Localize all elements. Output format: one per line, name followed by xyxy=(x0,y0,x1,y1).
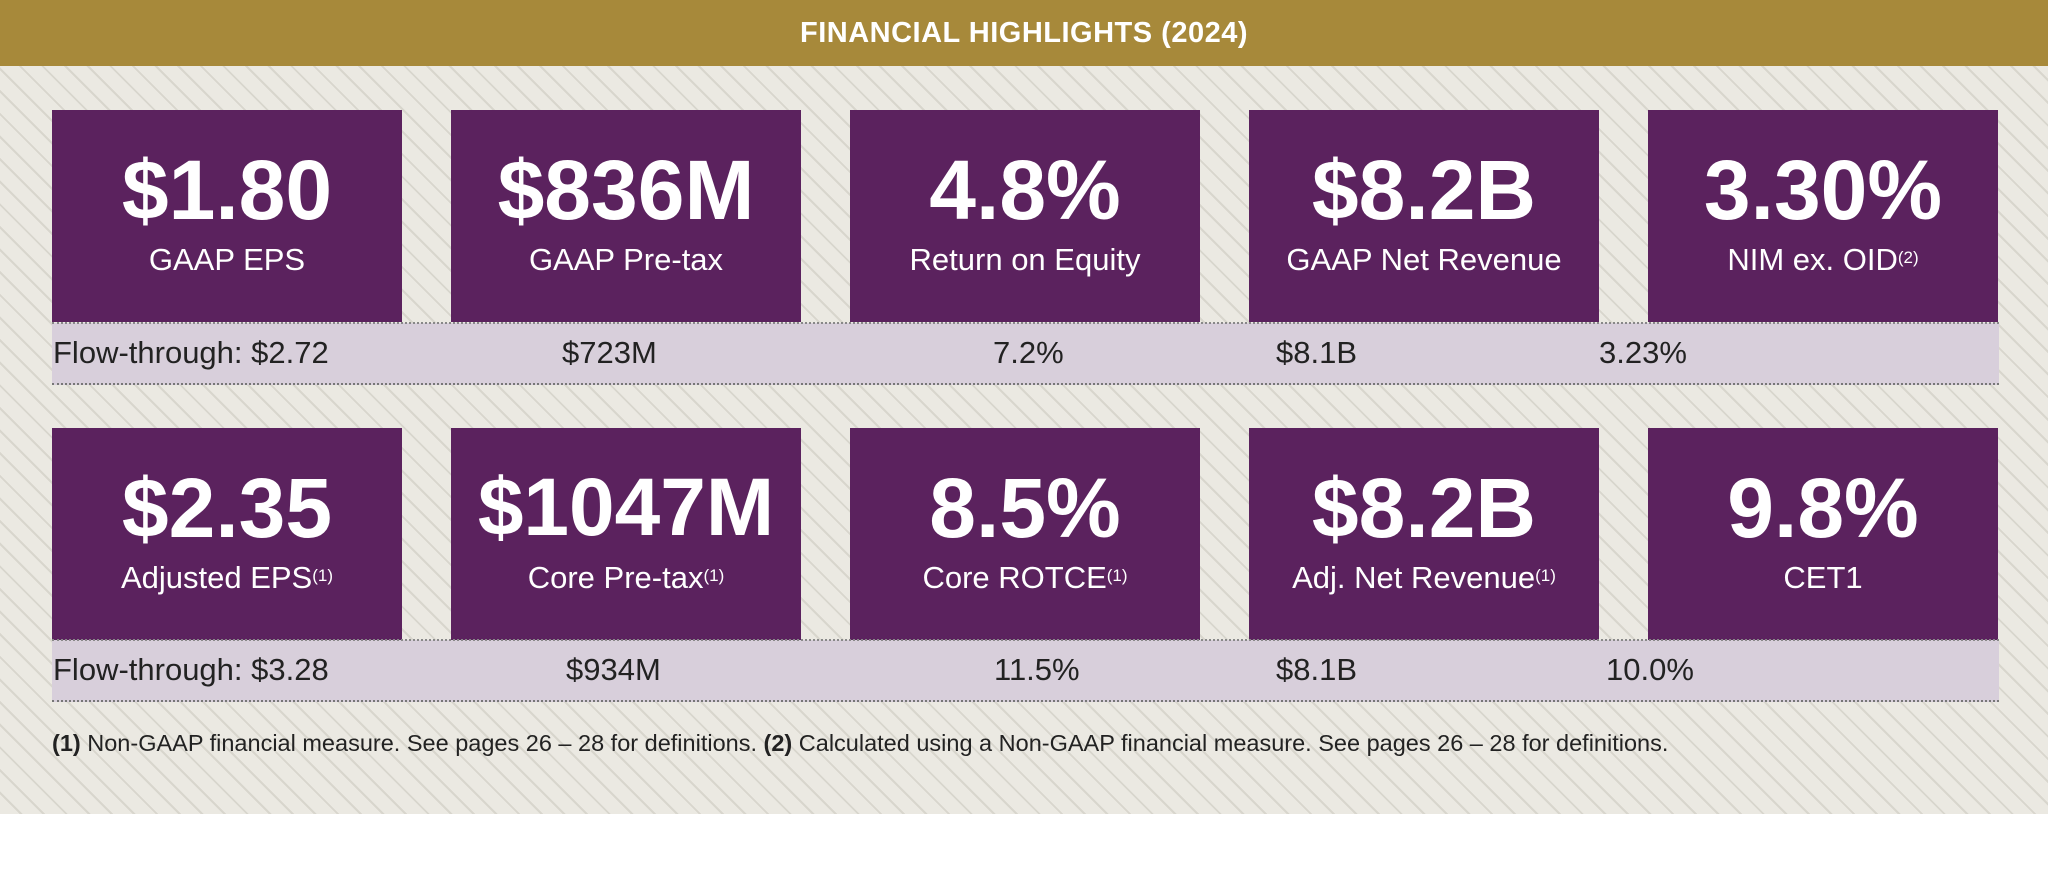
tile-adj-net-revenue: $8.2B Adj. Net Revenue(1) xyxy=(1249,428,1599,640)
page-title: FINANCIAL HIGHLIGHTS (2024) xyxy=(799,16,1248,49)
tile-nim-ex-oid: 3.30% NIM ex. OID(2) xyxy=(1648,110,1998,322)
tile-gaap-eps: $1.80 GAAP EPS xyxy=(52,110,402,322)
metric-label: CET1 xyxy=(1783,560,1863,595)
tile-adjusted-eps: $2.35 Adjusted EPS(1) xyxy=(52,428,402,640)
footnote-2-marker: (2) xyxy=(763,730,793,756)
footnote-2-text: Calculated using a Non-GAAP financial me… xyxy=(798,730,1669,756)
flow-through-value: Flow-through: $2.72 xyxy=(53,335,329,370)
metric-value: 8.5% xyxy=(929,461,1121,555)
tile-return-on-equity: 4.8% Return on Equity xyxy=(850,110,1200,322)
metric-value: $8.2B xyxy=(1311,461,1537,555)
metric-label: GAAP Pre-tax xyxy=(528,242,724,277)
metric-value: $1047M xyxy=(477,462,775,553)
flow-through-value: $934M xyxy=(566,652,661,687)
tile-core-rotce: 8.5% Core ROTCE(1) xyxy=(850,428,1200,640)
metric-label: Return on Equity xyxy=(909,242,1141,277)
metric-value: $836M xyxy=(497,143,755,237)
metric-value: $2.35 xyxy=(121,461,333,555)
flow-through-value: $723M xyxy=(562,335,657,370)
metric-label: Adj. Net Revenue(1) xyxy=(1292,560,1556,595)
flow-through-value: Flow-through: $3.28 xyxy=(53,652,329,687)
metric-value: 4.8% xyxy=(929,143,1121,237)
metric-value: 9.8% xyxy=(1727,461,1919,555)
metric-value: 3.30% xyxy=(1703,143,1943,237)
footnote-1-text: Non-GAAP financial measure. See pages 26… xyxy=(87,730,757,756)
metric-label: Core ROTCE(1) xyxy=(922,560,1128,595)
flow-through-band-2: Flow-through: $3.28 $934M 11.5% $8.1B 10… xyxy=(52,639,1999,702)
metric-label: GAAP EPS xyxy=(148,242,306,277)
flow-through-value: 10.0% xyxy=(1606,652,1694,687)
metric-value: $1.80 xyxy=(121,143,333,237)
metric-value: $8.2B xyxy=(1311,143,1537,237)
tile-core-pretax: $1047M Core Pre-tax(1) xyxy=(451,428,801,640)
metric-label: NIM ex. OID(2) xyxy=(1727,242,1919,277)
tile-gaap-net-revenue: $8.2B GAAP Net Revenue xyxy=(1249,110,1599,322)
flow-through-value: 3.23% xyxy=(1599,335,1687,370)
metric-label: GAAP Net Revenue xyxy=(1286,242,1562,277)
tile-gaap-pretax: $836M GAAP Pre-tax xyxy=(451,110,801,322)
page-header: FINANCIAL HIGHLIGHTS (2024) xyxy=(0,0,2048,66)
footnote-1-marker: (1) xyxy=(52,730,81,756)
tile-cet1: 9.8% CET1 xyxy=(1648,428,1998,640)
metric-label: Adjusted EPS(1) xyxy=(120,560,334,595)
flow-through-value: $8.1B xyxy=(1276,652,1358,687)
flow-through-value: 11.5% xyxy=(994,652,1080,687)
flow-through-value: $8.1B xyxy=(1276,335,1358,370)
footnotes: (1) Non-GAAP financial measure. See page… xyxy=(52,730,1668,757)
flow-through-band-1: Flow-through: $2.72 $723M 7.2% $8.1B 3.2… xyxy=(52,322,1999,385)
metric-label: Core Pre-tax(1) xyxy=(527,560,725,595)
flow-through-value: 7.2% xyxy=(993,335,1064,370)
